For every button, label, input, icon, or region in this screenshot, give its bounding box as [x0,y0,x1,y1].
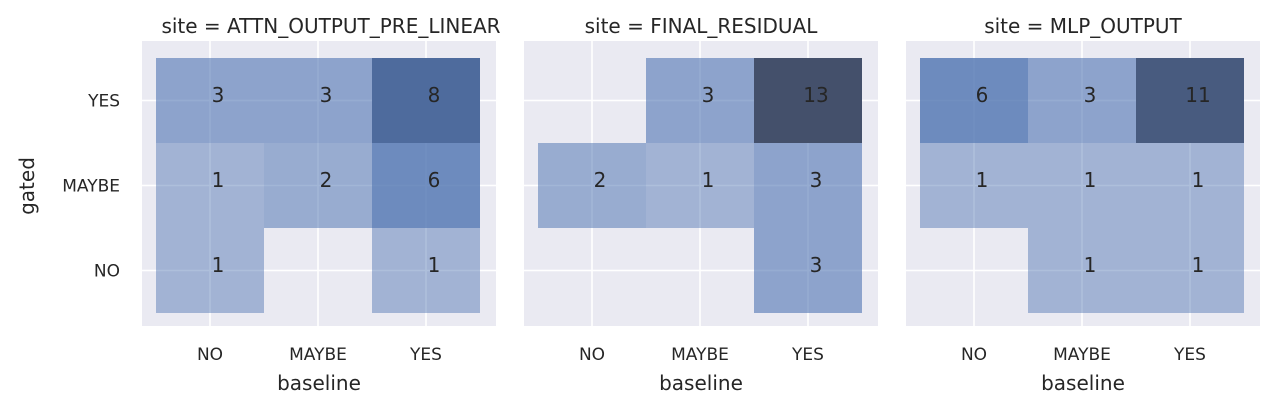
heatmap-cell [1028,228,1136,313]
heatmap-cell [920,143,1028,228]
x-tick-label: YES [1173,345,1206,365]
x-tick-label: MAYBE [671,345,729,365]
y-axis-label: gated [15,157,39,215]
heatmap-cell [372,143,480,228]
heatmap-cell [754,143,862,228]
heatmap-cell [538,143,646,228]
facet-panel-1: 3 3 8 1 2 6 1 1 site = ATTN_OUTPUT_PRE_LINEAR NO M… [62,14,500,395]
cell-value-label: 3 [810,168,823,192]
cell-value-label: 1 [1192,168,1205,192]
heatmap-cell [646,143,754,228]
x-tick-label: NO [579,345,605,365]
facet-title: site = MLP_OUTPUT [984,14,1182,38]
cell-value-label: 6 [428,168,441,192]
cell-value-label: 1 [212,253,225,277]
x-axis-label: baseline [659,371,743,395]
cell-value-label: 1 [428,253,441,277]
heatmap-cell [156,228,264,313]
heatmap-cell [1136,143,1244,228]
heatmap-cell [920,58,1028,143]
heatmap-cell [754,58,862,143]
cell-value-label: 3 [702,83,715,107]
heatmap-cell [264,143,372,228]
cell-value-label: 2 [594,168,607,192]
y-tick-label: MAYBE [62,177,120,197]
cell-value-label: 1 [702,168,715,192]
heatmap-cell [372,58,480,143]
x-tick-label: YES [409,345,442,365]
facet-title: site = FINAL_RESIDUAL [585,14,819,38]
heatmap-cell [1028,143,1136,228]
cell-value-label: 2 [320,168,333,192]
heatmap-cell [1136,228,1244,313]
cell-value-label: 3 [212,83,225,107]
cell-value-label: 1 [1084,253,1097,277]
x-tick-label: NO [961,345,987,365]
cell-value-label: 1 [976,168,989,192]
facet-title: site = ATTN_OUTPUT_PRE_LINEAR [161,14,500,38]
heatmap-cell [646,58,754,143]
x-tick-label: MAYBE [289,345,347,365]
cell-value-label: 1 [1084,168,1097,192]
heatmap-cell [156,143,264,228]
heatmap-cell [1136,58,1244,143]
cell-value-label: 3 [320,83,333,107]
cell-value-label: 11 [1185,83,1210,107]
heatmap-cell [372,228,480,313]
x-axis-label: baseline [277,371,361,395]
x-tick-label: MAYBE [1053,345,1111,365]
y-tick-label: NO [94,262,120,282]
heatmap-cell [264,58,372,143]
y-tick-label: YES [87,92,120,112]
x-tick-label: YES [791,345,824,365]
cell-value-label: 6 [976,83,989,107]
heatmap-cell [1028,58,1136,143]
cell-value-label: 1 [212,168,225,192]
heatmap-cell [754,228,862,313]
x-tick-label: NO [197,345,223,365]
cell-value-label: 13 [803,83,828,107]
heatmap-cell [156,58,264,143]
cell-value-label: 3 [1084,83,1097,107]
cell-value-label: 1 [1192,253,1205,277]
cell-value-label: 3 [810,253,823,277]
cell-value-label: 8 [428,83,441,107]
x-axis-label: baseline [1041,371,1125,395]
